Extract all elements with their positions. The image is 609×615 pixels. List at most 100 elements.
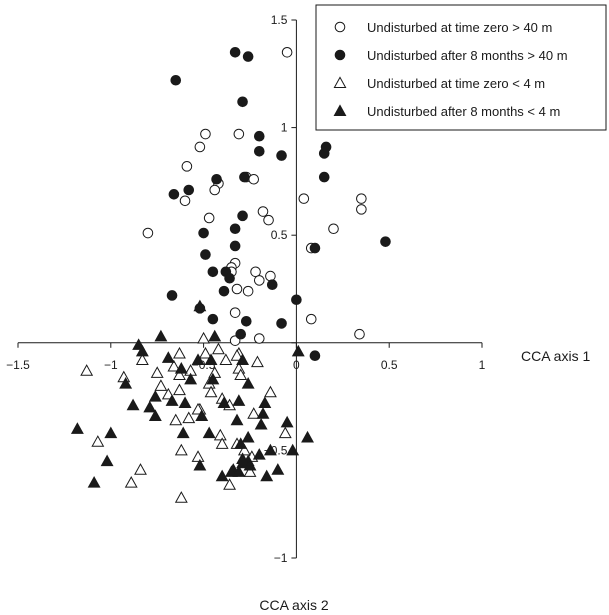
- triangle-filled-point: [204, 353, 218, 365]
- legend-marker-circle-filled: [334, 49, 346, 61]
- triangle-filled-point: [165, 394, 179, 406]
- triangle-open-point: [117, 370, 131, 383]
- triangle-open-point: [150, 366, 164, 378]
- triangle-open-point: [169, 413, 183, 426]
- legend-label: Undisturbed at time zero < 4 m: [367, 76, 545, 91]
- circle-filled-point: [291, 294, 302, 306]
- triangle-open-point: [91, 435, 105, 447]
- circle-filled-point: [170, 74, 182, 86]
- circle-open-point: [248, 173, 260, 185]
- triangle-open-point: [80, 364, 94, 376]
- circle-open-point: [263, 214, 274, 226]
- triangle-filled-point: [100, 454, 114, 467]
- x-tick-label: −1: [104, 358, 118, 372]
- triangle-open-point: [134, 463, 147, 475]
- triangle-filled-point: [280, 415, 294, 428]
- triangle-open-point: [237, 443, 251, 456]
- circle-filled-point: [237, 210, 248, 222]
- circle-open-point: [354, 328, 365, 340]
- circle-filled-point: [207, 266, 219, 278]
- circle-open-point: [298, 193, 310, 204]
- triangle-filled-point: [148, 409, 162, 421]
- circle-filled-point: [240, 315, 252, 327]
- circle-open-point: [209, 184, 221, 196]
- triangle-filled-point: [215, 469, 229, 482]
- circle-open-point: [356, 193, 367, 204]
- circle-filled-point: [242, 51, 254, 62]
- legend-label: Undisturbed at time zero > 40 m: [367, 20, 552, 35]
- triangle-open-point: [243, 465, 257, 477]
- triangle-filled-point: [301, 430, 314, 443]
- circle-filled-point: [320, 141, 332, 153]
- triangle-filled-point: [132, 338, 146, 350]
- triangle-open-point: [191, 450, 205, 462]
- triangle-open-point: [182, 411, 196, 424]
- y-axis-label: CCA axis 2: [259, 597, 328, 613]
- triangle-open-point: [219, 353, 233, 365]
- y-tick-label: 1.5: [271, 13, 288, 27]
- triangle-filled-point: [271, 463, 285, 475]
- triangle-open-point: [135, 353, 149, 365]
- triangle-open-point: [124, 476, 138, 488]
- circle-open-point: [242, 285, 254, 297]
- circle-filled-point: [309, 350, 321, 362]
- circle-filled-point: [380, 236, 391, 247]
- y-tick-label: −1: [274, 551, 288, 565]
- circle-open-point: [253, 275, 265, 286]
- triangle-filled-point: [148, 389, 162, 402]
- axes: −1.5 −1 −0.5 0 0.5 1−1−0.50.511.5: [6, 13, 486, 565]
- triangle-open-point: [167, 359, 181, 372]
- circle-open-point: [229, 307, 241, 318]
- circle-open-point: [328, 223, 339, 235]
- triangle-open-point: [173, 383, 186, 396]
- y-tick-label: 0.5: [271, 228, 288, 242]
- circle-filled-point: [266, 279, 278, 290]
- triangle-filled-point: [232, 394, 246, 406]
- circle-filled-point: [309, 242, 321, 254]
- triangle-open-point: [197, 331, 211, 344]
- triangle-open-point: [199, 346, 212, 359]
- legend-label: Undisturbed after 8 months > 40 m: [367, 48, 568, 63]
- circle-filled-point: [224, 272, 235, 284]
- triangle-filled-point: [243, 458, 257, 471]
- circle-filled-point: [239, 171, 250, 183]
- triangle-filled-point: [256, 407, 270, 419]
- triangle-open-point: [174, 491, 188, 503]
- triangle-open-point: [223, 478, 237, 490]
- triangle-filled-point: [176, 426, 190, 439]
- y-tick-label: 1: [281, 121, 288, 135]
- triangle-filled-point: [236, 353, 250, 365]
- circle-filled-point: [253, 130, 265, 142]
- triangle-filled-point: [241, 377, 255, 389]
- triangle-filled-point: [195, 409, 209, 421]
- legend-marker-triangle-open: [333, 76, 347, 88]
- triangle-filled-point: [217, 396, 231, 409]
- circle-filled-point: [183, 184, 195, 196]
- circle-filled-point: [253, 145, 265, 157]
- triangle-filled-point: [252, 448, 266, 460]
- circle-open-point: [305, 313, 317, 325]
- triangle-filled-point: [241, 430, 255, 443]
- circle-filled-point: [229, 223, 241, 235]
- triangle-filled-point: [291, 344, 305, 357]
- triangle-filled-point: [234, 437, 248, 449]
- circle-filled-point: [229, 240, 241, 252]
- circle-open-point: [203, 212, 215, 224]
- triangle-filled-point: [230, 413, 244, 426]
- triangle-filled-point: [104, 426, 118, 439]
- x-tick-label: 0.5: [381, 358, 398, 372]
- triangle-filled-point: [206, 372, 220, 385]
- triangle-open-point: [278, 426, 292, 439]
- triangle-filled-point: [193, 299, 207, 312]
- circle-open-point: [233, 128, 245, 140]
- data-points: [70, 46, 391, 503]
- circle-open-point: [356, 204, 367, 215]
- triangle-filled-point: [202, 426, 216, 439]
- x-tick-label: −1.5: [6, 358, 30, 372]
- triangle-open-point: [204, 385, 218, 398]
- circle-open-point: [257, 206, 269, 217]
- circle-filled-point: [276, 318, 287, 329]
- triangle-filled-point: [174, 361, 188, 374]
- triangle-open-point: [234, 368, 248, 381]
